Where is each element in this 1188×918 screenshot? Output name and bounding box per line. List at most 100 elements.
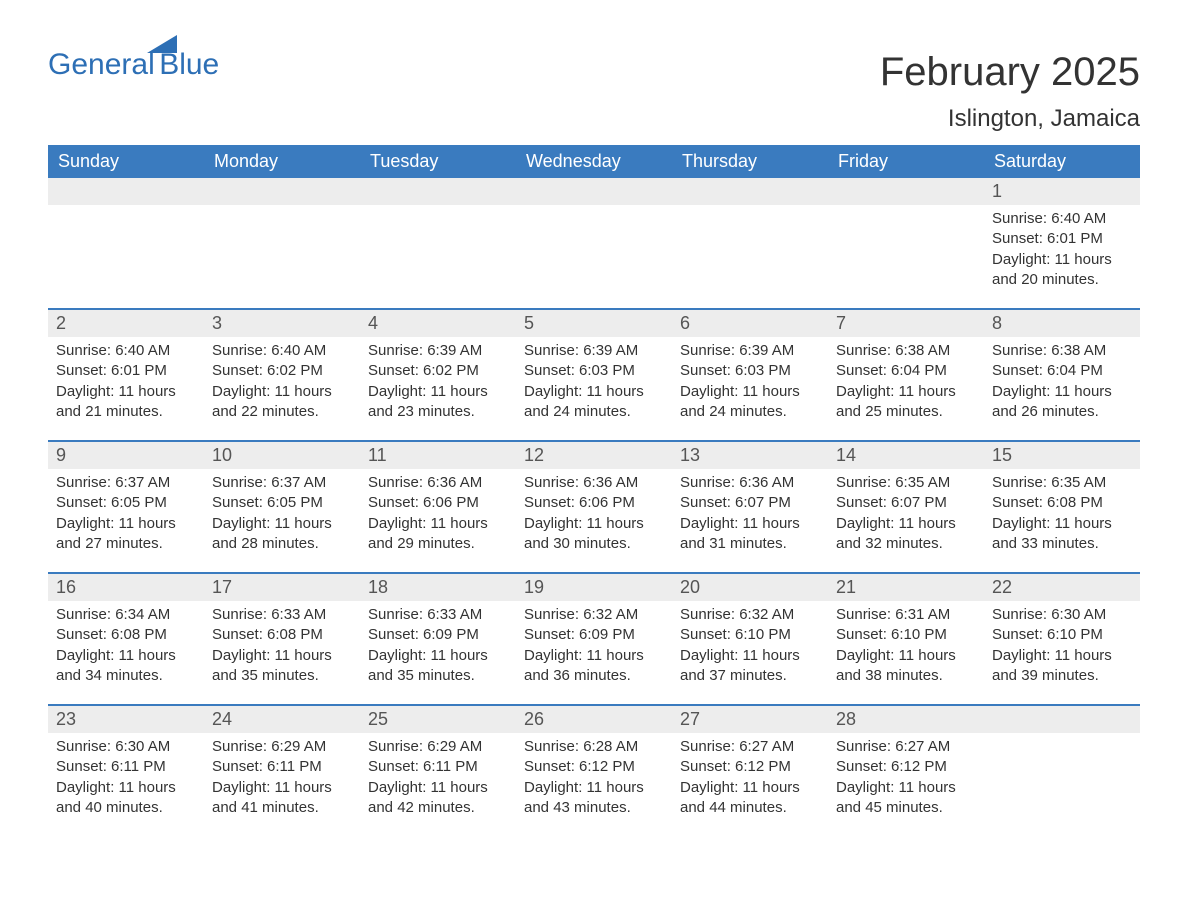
sunrise-line: Sunrise: 6:33 AM	[212, 605, 352, 625]
logo-triangle-icon	[147, 35, 177, 58]
day-cell: Sunrise: 6:33 AMSunset: 6:09 PMDaylight:…	[360, 601, 516, 704]
day-data-row: Sunrise: 6:30 AMSunset: 6:11 PM Daylight:…	[48, 733, 1140, 836]
sunrise-line: Sunrise: 6:36 AM	[524, 473, 664, 493]
day-number: 12	[516, 442, 672, 469]
weekday-saturday: Saturday	[984, 145, 1140, 178]
daylight-line: Daylight: 11 hours and 35 minutes.	[368, 646, 508, 687]
sunset-line: Sunset: 6:12 PM	[680, 757, 820, 777]
day-number	[360, 178, 516, 205]
day-number	[516, 178, 672, 205]
day-number: 19	[516, 574, 672, 601]
day-number: 27	[672, 706, 828, 733]
day-cell: Sunrise: 6:33 AMSunset: 6:08 PMDaylight:…	[204, 601, 360, 704]
day-cell	[48, 205, 204, 308]
sunrise-line: Sunrise: 6:27 AM	[836, 737, 976, 757]
daylight-line: Daylight: 11 hours and 32 minutes.	[836, 514, 976, 555]
day-cell: Sunrise: 6:40 AMSunset: 6:01 PMDaylight:…	[984, 205, 1140, 308]
sunset-line: Sunset: 6:10 PM	[836, 625, 976, 645]
day-data-row: Sunrise: 6:37 AMSunset: 6:05 PMDaylight:…	[48, 469, 1140, 572]
sunset-line: Sunset: 6:06 PM	[524, 493, 664, 513]
weekday-thursday: Thursday	[672, 145, 828, 178]
day-number: 21	[828, 574, 984, 601]
sunset-line: Sunset: 6:08 PM	[992, 493, 1132, 513]
sunrise-line: Sunrise: 6:39 AM	[524, 341, 664, 361]
day-cell: Sunrise: 6:32 AMSunset: 6:10 PMDaylight:…	[672, 601, 828, 704]
weekday-header-row: SundayMondayTuesdayWednesdayThursdayFrid…	[48, 145, 1140, 178]
day-number: 26	[516, 706, 672, 733]
day-cell: Sunrise: 6:34 AMSunset: 6:08 PMDaylight:…	[48, 601, 204, 704]
week-row: 1Sunrise: 6:40 AMSunset: 6:01 PMDaylight…	[48, 178, 1140, 308]
sunrise-line: Sunrise: 6:38 AM	[992, 341, 1132, 361]
daylight-line: Daylight: 11 hours and 25 minutes.	[836, 382, 976, 423]
day-number: 8	[984, 310, 1140, 337]
day-cell: Sunrise: 6:39 AMSunset: 6:03 PMDaylight:…	[516, 337, 672, 440]
sunrise-line: Sunrise: 6:40 AM	[56, 341, 196, 361]
daylight-line: Daylight: 11 hours and 31 minutes.	[680, 514, 820, 555]
day-number: 25	[360, 706, 516, 733]
sunset-line: Sunset: 6:06 PM	[368, 493, 508, 513]
daylight-line: Daylight: 11 hours and 41 minutes.	[212, 778, 352, 819]
week-row: 2345678Sunrise: 6:40 AMSunset: 6:01 PMDa…	[48, 308, 1140, 440]
day-cell: Sunrise: 6:27 AMSunset: 6:12 PMDaylight:…	[828, 733, 984, 836]
sunrise-line: Sunrise: 6:36 AM	[368, 473, 508, 493]
sunrise-line: Sunrise: 6:40 AM	[992, 209, 1132, 229]
sunrise-line: Sunrise: 6:29 AM	[368, 737, 508, 757]
day-data-row: Sunrise: 6:34 AMSunset: 6:08 PMDaylight:…	[48, 601, 1140, 704]
sunrise-line: Sunrise: 6:28 AM	[524, 737, 664, 757]
sunrise-line: Sunrise: 6:29 AM	[212, 737, 352, 757]
sunrise-line: Sunrise: 6:38 AM	[836, 341, 976, 361]
day-cell: Sunrise: 6:40 AMSunset: 6:01 PMDaylight:…	[48, 337, 204, 440]
sunrise-line: Sunrise: 6:37 AM	[212, 473, 352, 493]
day-cell: Sunrise: 6:28 AMSunset: 6:12 PMDaylight:…	[516, 733, 672, 836]
daylight-line: Daylight: 11 hours and 24 minutes.	[524, 382, 664, 423]
sunset-line: Sunset: 6:03 PM	[680, 361, 820, 381]
day-cell	[204, 205, 360, 308]
sunrise-line: Sunrise: 6:30 AM	[56, 737, 196, 757]
sunset-line: Sunset: 6:09 PM	[524, 625, 664, 645]
sunset-line: Sunset: 6:05 PM	[56, 493, 196, 513]
logo-text-block: General Blue	[48, 50, 219, 80]
day-number: 11	[360, 442, 516, 469]
sunrise-line: Sunrise: 6:37 AM	[56, 473, 196, 493]
day-number	[984, 706, 1140, 733]
day-number: 16	[48, 574, 204, 601]
day-cell: Sunrise: 6:29 AMSunset: 6:11 PMDaylight:…	[360, 733, 516, 836]
daylight-line: Daylight: 11 hours and 20 minutes.	[992, 250, 1132, 291]
sunrise-line: Sunrise: 6:32 AM	[524, 605, 664, 625]
daylight-line: Daylight: 11 hours and 28 minutes.	[212, 514, 352, 555]
day-cell: Sunrise: 6:39 AMSunset: 6:03 PMDaylight:…	[672, 337, 828, 440]
day-cell: Sunrise: 6:31 AMSunset: 6:10 PMDaylight:…	[828, 601, 984, 704]
day-cell	[360, 205, 516, 308]
day-number: 23	[48, 706, 204, 733]
daylight-line: Daylight: 11 hours and 29 minutes.	[368, 514, 508, 555]
day-cell: Sunrise: 6:35 AMSunset: 6:07 PMDaylight:…	[828, 469, 984, 572]
sunset-line: Sunset: 6:08 PM	[56, 625, 196, 645]
sunrise-line: Sunrise: 6:35 AM	[836, 473, 976, 493]
sunset-line: Sunset: 6:08 PM	[212, 625, 352, 645]
sunset-line: Sunset: 6:10 PM	[680, 625, 820, 645]
sunset-line: Sunset: 6:09 PM	[368, 625, 508, 645]
day-number	[48, 178, 204, 205]
sunset-line: Sunset: 6:11 PM	[56, 757, 196, 777]
day-number: 20	[672, 574, 828, 601]
daylight-line: Daylight: 11 hours and 37 minutes.	[680, 646, 820, 687]
week-row: 16171819202122Sunrise: 6:34 AMSunset: 6:…	[48, 572, 1140, 704]
daylight-line: Daylight: 11 hours and 38 minutes.	[836, 646, 976, 687]
calendar-weeks: 1Sunrise: 6:40 AMSunset: 6:01 PMDaylight…	[48, 178, 1140, 836]
sunset-line: Sunset: 6:02 PM	[212, 361, 352, 381]
logo: General Blue	[48, 50, 253, 80]
day-number: 7	[828, 310, 984, 337]
sunrise-line: Sunrise: 6:40 AM	[212, 341, 352, 361]
sunrise-line: Sunrise: 6:27 AM	[680, 737, 820, 757]
sunrise-line: Sunrise: 6:39 AM	[368, 341, 508, 361]
sunset-line: Sunset: 6:01 PM	[56, 361, 196, 381]
day-number: 9	[48, 442, 204, 469]
sunset-line: Sunset: 6:07 PM	[680, 493, 820, 513]
day-number	[204, 178, 360, 205]
daylight-line: Daylight: 11 hours and 21 minutes.	[56, 382, 196, 423]
day-number-row: 9101112131415	[48, 442, 1140, 469]
day-cell: Sunrise: 6:27 AMSunset: 6:12 PMDaylight:…	[672, 733, 828, 836]
day-cell: Sunrise: 6:30 AMSunset: 6:10 PMDaylight:…	[984, 601, 1140, 704]
sunrise-line: Sunrise: 6:32 AM	[680, 605, 820, 625]
header: General Blue February 2025 Islington, Ja…	[48, 50, 1140, 133]
